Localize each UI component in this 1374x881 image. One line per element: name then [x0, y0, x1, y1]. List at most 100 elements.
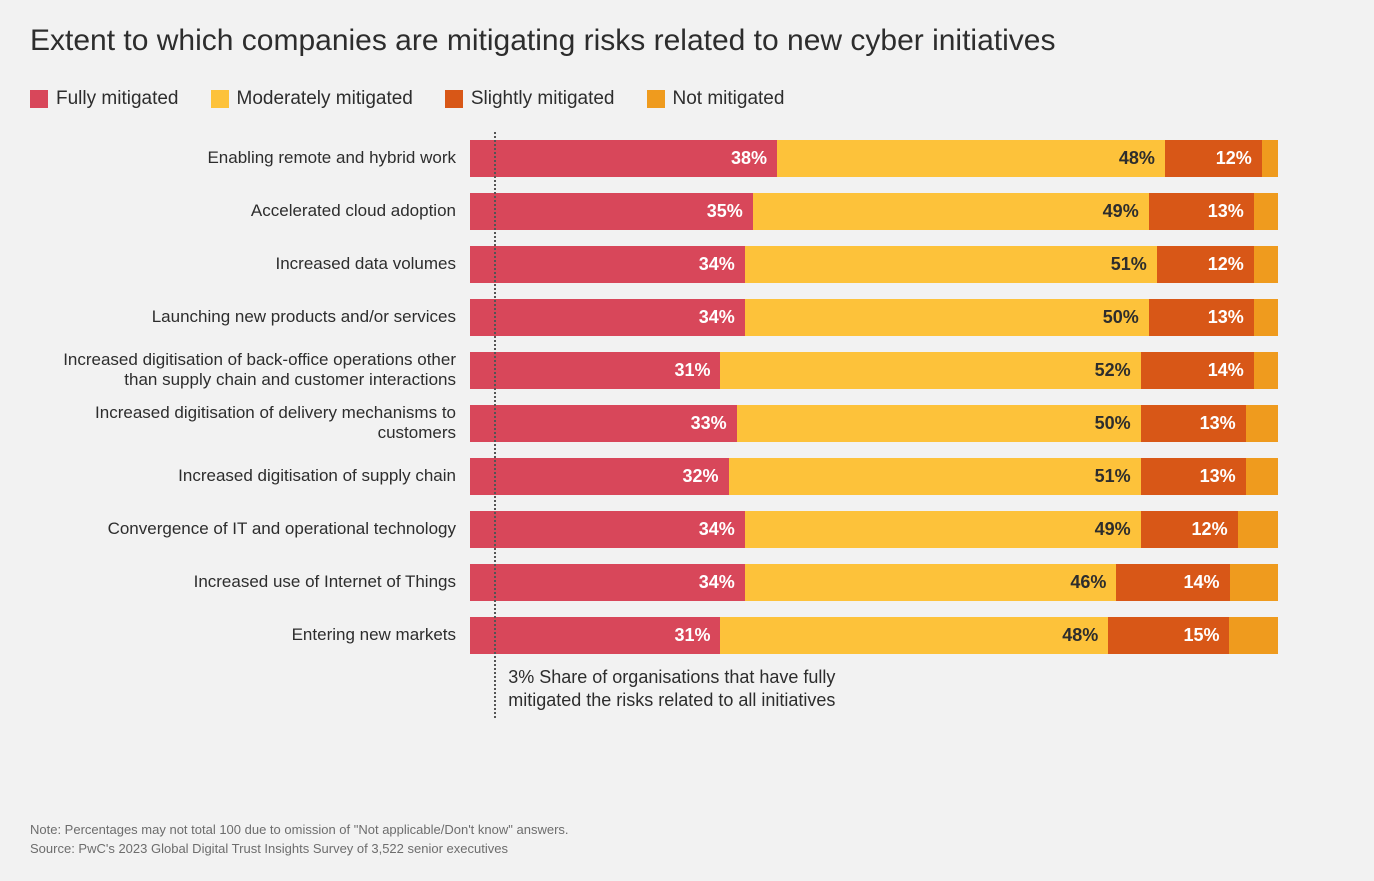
bar-segment: 12%: [1157, 246, 1254, 283]
reference-note: 3% Share of organisations that have full…: [508, 666, 908, 713]
bar-area: 34%51%12%: [470, 246, 1278, 283]
chart-row: Increased use of Internet of Things34%46…: [30, 564, 1344, 601]
bar-segment: 13%: [1149, 193, 1254, 230]
legend-item: Slightly mitigated: [445, 88, 615, 110]
row-label: Enabling remote and hybrid work: [30, 148, 470, 168]
legend-item: Fully mitigated: [30, 88, 179, 110]
bar-area: 31%52%14%: [470, 352, 1278, 389]
legend-item: Not mitigated: [647, 88, 785, 110]
bar-segment: 51%: [745, 246, 1157, 283]
row-label: Increased digitisation of delivery mecha…: [30, 403, 470, 442]
bar-segment: 15%: [1108, 617, 1229, 654]
legend-swatch: [647, 90, 665, 108]
bar-segment: [1246, 405, 1278, 442]
bar-segment: 48%: [777, 140, 1165, 177]
bar-segment: 14%: [1116, 564, 1229, 601]
bar-segment: 50%: [737, 405, 1141, 442]
stacked-bar: 32%51%13%: [470, 458, 1278, 495]
bar-segment: 33%: [470, 405, 737, 442]
stacked-bar: 31%52%14%: [470, 352, 1278, 389]
stacked-bar: 31%48%15%: [470, 617, 1278, 654]
bar-segment: [1262, 140, 1278, 177]
stacked-bar: 34%50%13%: [470, 299, 1278, 336]
chart-row: Launching new products and/or services34…: [30, 299, 1344, 336]
bar-segment: 14%: [1141, 352, 1254, 389]
stacked-bar: 34%46%14%: [470, 564, 1278, 601]
legend-label: Fully mitigated: [56, 88, 179, 110]
stacked-bar: 34%51%12%: [470, 246, 1278, 283]
bar-area: 33%50%13%: [470, 405, 1278, 442]
bar-segment: 13%: [1141, 405, 1246, 442]
bar-segment: [1246, 458, 1278, 495]
legend-swatch: [445, 90, 463, 108]
chart-row: Enabling remote and hybrid work38%48%12%: [30, 140, 1344, 177]
footnote-line: Note: Percentages may not total 100 due …: [30, 821, 569, 840]
bar-segment: 49%: [745, 511, 1141, 548]
bar-segment: 35%: [470, 193, 753, 230]
stacked-bar: 33%50%13%: [470, 405, 1278, 442]
chart-row: Increased digitisation of delivery mecha…: [30, 405, 1344, 442]
bar-segment: 49%: [753, 193, 1149, 230]
bar-segment: 34%: [470, 246, 745, 283]
bar-segment: 12%: [1165, 140, 1262, 177]
chart-row: Accelerated cloud adoption35%49%13%: [30, 193, 1344, 230]
legend-swatch: [30, 90, 48, 108]
row-label: Increased use of Internet of Things: [30, 572, 470, 592]
bar-segment: 34%: [470, 564, 745, 601]
bar-area: 34%50%13%: [470, 299, 1278, 336]
footnote-line: Source: PwC's 2023 Global Digital Trust …: [30, 840, 569, 859]
bar-segment: [1254, 299, 1278, 336]
row-label: Convergence of IT and operational techno…: [30, 519, 470, 539]
bar-segment: 34%: [470, 511, 745, 548]
bar-area: 35%49%13%: [470, 193, 1278, 230]
bar-segment: 13%: [1141, 458, 1246, 495]
legend-item: Moderately mitigated: [211, 88, 413, 110]
reference-line: [494, 132, 496, 718]
bar-segment: 38%: [470, 140, 777, 177]
bar-segment: [1254, 193, 1278, 230]
legend-label: Slightly mitigated: [471, 88, 615, 110]
stacked-bar: 38%48%12%: [470, 140, 1278, 177]
bar-area: 38%48%12%: [470, 140, 1278, 177]
bar-segment: 12%: [1141, 511, 1238, 548]
row-label: Increased data volumes: [30, 254, 470, 274]
legend: Fully mitigated Moderately mitigated Sligh…: [30, 88, 1344, 110]
chart-row: Increased data volumes34%51%12%: [30, 246, 1344, 283]
row-label: Accelerated cloud adoption: [30, 201, 470, 221]
bar-segment: 31%: [470, 617, 720, 654]
stacked-bar: 35%49%13%: [470, 193, 1278, 230]
bar-segment: [1254, 352, 1278, 389]
chart-row: Increased digitisation of back-office op…: [30, 352, 1344, 389]
bar-segment: 13%: [1149, 299, 1254, 336]
bar-segment: [1254, 246, 1278, 283]
legend-label: Not mitigated: [673, 88, 785, 110]
bar-segment: 31%: [470, 352, 720, 389]
chart-row: Increased digitisation of supply chain32…: [30, 458, 1344, 495]
bar-segment: [1229, 617, 1277, 654]
chart-area: Enabling remote and hybrid work38%48%12%…: [30, 140, 1344, 654]
chart-title: Extent to which companies are mitigating…: [30, 22, 1130, 60]
bar-segment: 50%: [745, 299, 1149, 336]
bar-segment: [1230, 564, 1278, 601]
row-label: Entering new markets: [30, 625, 470, 645]
bar-segment: [1238, 511, 1278, 548]
footnotes: Note: Percentages may not total 100 due …: [30, 821, 569, 859]
bar-segment: 34%: [470, 299, 745, 336]
bar-area: 34%46%14%: [470, 564, 1278, 601]
legend-label: Moderately mitigated: [237, 88, 413, 110]
row-label: Increased digitisation of back-office op…: [30, 350, 470, 389]
bar-segment: 51%: [729, 458, 1141, 495]
legend-swatch: [211, 90, 229, 108]
bar-area: 32%51%13%: [470, 458, 1278, 495]
row-label: Increased digitisation of supply chain: [30, 466, 470, 486]
bar-segment: 46%: [745, 564, 1117, 601]
bar-area: 31%48%15%: [470, 617, 1278, 654]
row-label: Launching new products and/or services: [30, 307, 470, 327]
bar-segment: 48%: [720, 617, 1108, 654]
bar-segment: 52%: [720, 352, 1140, 389]
chart-row: Entering new markets31%48%15%: [30, 617, 1344, 654]
bar-segment: 32%: [470, 458, 729, 495]
bar-area: 34%49%12%: [470, 511, 1278, 548]
stacked-bar: 34%49%12%: [470, 511, 1278, 548]
chart-row: Convergence of IT and operational techno…: [30, 511, 1344, 548]
